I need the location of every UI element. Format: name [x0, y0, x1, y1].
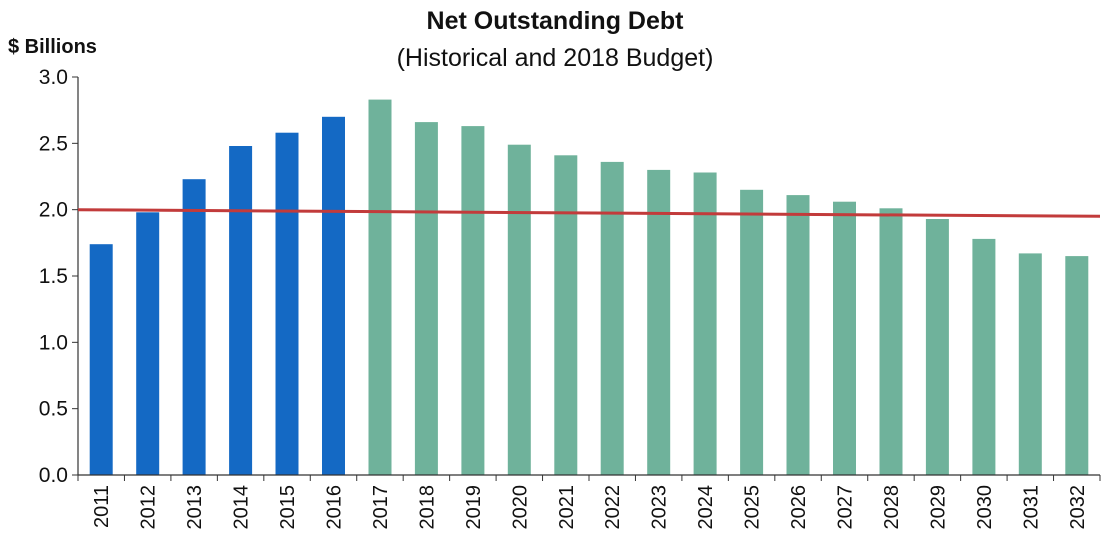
- y-axis: 0.0 0.5 1.0 1.5 2.0 2.5 3.0: [39, 66, 78, 487]
- y-tick-label: 2.5: [39, 132, 68, 155]
- bar-2031: [1018, 253, 1042, 475]
- bar-2023: [647, 169, 671, 475]
- x-tick-label: 2012: [138, 485, 160, 530]
- x-tick-label: 2030: [974, 485, 996, 530]
- bar-2028: [879, 208, 903, 476]
- x-axis: 2011 2012 2013 2014 2015 2016 2017 2018 2019 2020…: [77, 475, 1101, 530]
- x-tick-label: 2011: [91, 485, 113, 528]
- bar-2020: [507, 144, 531, 475]
- bar-2022: [600, 161, 624, 475]
- bar-2019: [461, 126, 485, 475]
- y-tick-label: 0.5: [39, 398, 68, 421]
- bar-2029: [925, 219, 949, 475]
- y-tick-label: 3.0: [39, 66, 68, 89]
- bar-2025: [740, 189, 764, 476]
- bar-2011: [89, 244, 113, 475]
- x-tick-label: 2026: [788, 485, 810, 530]
- bar-2024: [693, 172, 717, 475]
- bar-2014: [229, 146, 253, 475]
- y-tick-label: 1.5: [39, 265, 68, 288]
- x-tick-label: 2017: [370, 485, 392, 530]
- bar-2012: [136, 212, 160, 476]
- x-tick-label: 2016: [324, 485, 346, 530]
- chart-subtitle: (Historical and 2018 Budget): [397, 44, 714, 72]
- bar-series-group: [89, 99, 1089, 476]
- bar-2027: [833, 201, 856, 475]
- y-tick-label: 1.0: [39, 331, 68, 354]
- chart-title: Net Outstanding Debt: [427, 7, 685, 35]
- x-tick-label: 2021: [556, 485, 578, 530]
- bar-2016: [322, 116, 345, 476]
- bar-2032: [1065, 256, 1089, 475]
- bar-2021: [554, 155, 578, 476]
- x-tick-label: 2014: [231, 485, 253, 530]
- x-tick-label: 2018: [416, 485, 438, 530]
- reference-line: [77, 208, 1101, 218]
- y-tick-label: 0.0: [39, 464, 68, 487]
- x-tick-label: 2025: [742, 485, 764, 530]
- bar-2030: [972, 238, 996, 475]
- x-tick-label: 2032: [1067, 485, 1089, 530]
- x-tick-label: 2031: [1020, 485, 1042, 530]
- x-tick-label: 2015: [277, 485, 299, 530]
- x-tick-label: 2029: [927, 485, 949, 530]
- x-tick-label: 2024: [695, 485, 717, 530]
- x-tick-label: 2013: [184, 485, 206, 530]
- reference-line-group: [77, 208, 1101, 218]
- x-tick-label: 2028: [881, 485, 903, 530]
- bar-2017: [368, 99, 392, 475]
- y-tick-label: 2.0: [39, 199, 68, 222]
- axis-lines: [77, 77, 1100, 476]
- y-axis-unit-label: $ Billions: [8, 36, 97, 58]
- x-tick-label: 2022: [602, 485, 624, 530]
- bar-2015: [275, 132, 299, 475]
- x-tick-label: 2020: [509, 485, 531, 530]
- x-tick-label: 2019: [463, 485, 485, 530]
- x-tick-label: 2027: [835, 485, 857, 530]
- bar-2018: [414, 122, 438, 475]
- bar-2013: [182, 179, 206, 475]
- bar-2026: [786, 195, 810, 475]
- x-tick-label: 2023: [649, 485, 671, 530]
